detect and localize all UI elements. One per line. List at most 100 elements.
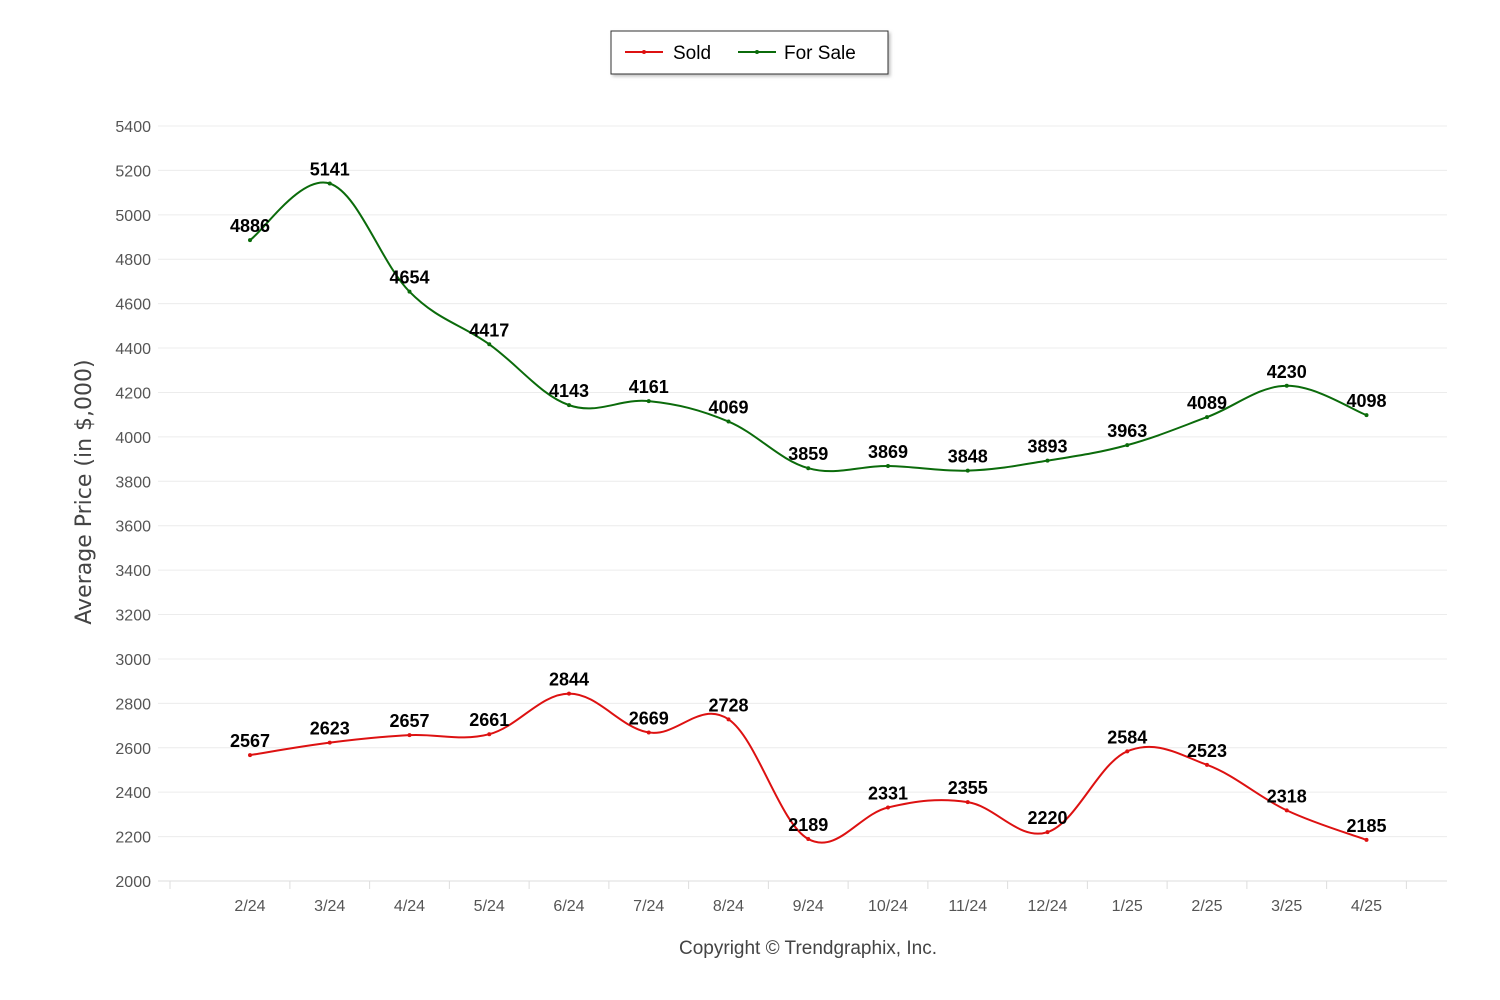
point-sold-10-24 xyxy=(886,805,890,810)
y-tick-2000: 2000 xyxy=(115,874,151,891)
y-tick-5000: 5000 xyxy=(115,208,151,225)
series-lines xyxy=(248,181,1369,844)
x-tick-3-25: 3/25 xyxy=(1271,898,1302,915)
point-sold-9-24 xyxy=(806,837,811,842)
y-tick-2600: 2600 xyxy=(115,741,151,758)
point-sold-2-24 xyxy=(248,753,252,758)
data-label-sold-3-25: 2318 xyxy=(1267,786,1307,806)
data-label-sold-5-24: 2661 xyxy=(469,710,509,730)
y-tick-3600: 3600 xyxy=(115,519,151,536)
y-tick-4200: 4200 xyxy=(115,385,151,402)
data-label-for-sale-4-24: 4654 xyxy=(389,268,429,288)
point-for-sale-10-24 xyxy=(886,463,890,468)
point-sold-1-25 xyxy=(1125,749,1130,754)
y-tick-3000: 3000 xyxy=(115,652,151,669)
data-label-for-sale-2-24: 4886 xyxy=(230,216,270,236)
data-label-sold-11-24: 2355 xyxy=(948,778,988,798)
point-for-sale-2-25 xyxy=(1205,415,1209,420)
data-label-for-sale-10-24: 3869 xyxy=(868,442,908,462)
data-label-sold-2-24: 2567 xyxy=(230,731,270,751)
x-axis-ticks: 2/24 3/24 4/24 5/24 6/24 7/24 8/24 9/24 10/24 11/… xyxy=(169,881,1407,915)
x-tick-1-25: 1/25 xyxy=(1112,898,1143,915)
data-label-sold-7-24: 2669 xyxy=(629,708,669,728)
data-label-sold-6-24: 2844 xyxy=(549,670,589,690)
gridlines xyxy=(158,125,1447,882)
point-sold-12-24 xyxy=(1045,830,1050,835)
point-for-sale-7-24 xyxy=(646,399,651,404)
y-tick-5200: 5200 xyxy=(115,163,151,180)
legend-marker-for-sale xyxy=(755,50,759,54)
point-sold-11-24 xyxy=(965,800,970,805)
data-label-for-sale-7-24: 4161 xyxy=(629,377,669,397)
data-label-sold-3-24: 2623 xyxy=(310,719,350,739)
legend: Sold For Sale xyxy=(610,30,889,75)
data-label-for-sale-5-24: 4417 xyxy=(469,320,509,340)
data-label-for-sale-11-24: 3848 xyxy=(948,447,988,467)
data-label-sold-8-24: 2728 xyxy=(708,695,748,715)
x-tick-12-24: 12/24 xyxy=(1027,898,1067,915)
legend-label-sold: Sold xyxy=(673,43,711,64)
data-label-sold-4-25: 2185 xyxy=(1346,816,1386,836)
x-tick-9-24: 9/24 xyxy=(793,898,824,915)
point-sold-6-24 xyxy=(567,691,571,696)
x-tick-5-24: 5/24 xyxy=(474,898,505,915)
point-for-sale-8-24 xyxy=(726,419,731,424)
data-label-sold-12-24: 2220 xyxy=(1027,808,1067,828)
x-tick-4-25: 4/25 xyxy=(1351,898,1382,915)
point-for-sale-4-24 xyxy=(407,289,412,294)
x-tick-3-24: 3/24 xyxy=(314,898,345,915)
data-label-for-sale-3-25: 4230 xyxy=(1267,362,1307,382)
point-for-sale-1-25 xyxy=(1125,443,1130,448)
point-for-sale-12-24 xyxy=(1045,458,1050,463)
point-for-sale-2-24 xyxy=(248,238,252,243)
data-label-for-sale-12-24: 3893 xyxy=(1027,437,1067,457)
point-sold-2-25 xyxy=(1205,762,1209,767)
data-label-for-sale-6-24: 4143 xyxy=(549,381,589,401)
copyright-footer: Copyright © Trendgraphix, Inc. xyxy=(679,938,937,959)
point-for-sale-6-24 xyxy=(567,403,571,408)
x-tick-2-25: 2/25 xyxy=(1191,898,1222,915)
point-sold-3-24 xyxy=(327,740,332,745)
point-for-sale-3-24 xyxy=(327,181,332,186)
data-label-for-sale-3-24: 5141 xyxy=(310,160,350,180)
x-tick-6-24: 6/24 xyxy=(553,898,584,915)
data-label-for-sale-1-25: 3963 xyxy=(1107,421,1147,441)
y-tick-2800: 2800 xyxy=(115,696,151,713)
y-tick-5400: 5400 xyxy=(115,119,151,136)
point-sold-4-25 xyxy=(1364,837,1369,842)
y-tick-4000: 4000 xyxy=(115,430,151,447)
series-line-for-sale xyxy=(249,181,1367,473)
y-tick-3800: 3800 xyxy=(115,474,151,491)
x-tick-2-24: 2/24 xyxy=(234,898,265,915)
data-label-sold-10-24: 2331 xyxy=(868,783,908,803)
point-for-sale-3-25 xyxy=(1284,383,1289,388)
data-label-sold-4-24: 2657 xyxy=(389,711,429,731)
data-label-for-sale-8-24: 4069 xyxy=(708,398,748,418)
point-sold-3-25 xyxy=(1284,808,1289,813)
y-axis-ticks: 2000 2200 2400 2600 2800 3000 3200 3400 3600 3800… xyxy=(115,119,151,891)
y-tick-3200: 3200 xyxy=(115,608,151,625)
point-for-sale-5-24 xyxy=(487,342,492,347)
y-tick-2400: 2400 xyxy=(115,785,151,802)
data-label-for-sale-4-25: 4098 xyxy=(1346,391,1386,411)
x-tick-10-24: 10/24 xyxy=(868,898,908,915)
y-tick-2200: 2200 xyxy=(115,830,151,847)
point-for-sale-11-24 xyxy=(965,468,970,473)
data-labels: 2567 2623 2657 2661 2844 2669 2728 2189 2331 2355… xyxy=(230,160,1387,836)
point-sold-4-24 xyxy=(407,733,412,738)
point-sold-8-24 xyxy=(726,717,731,722)
data-label-for-sale-2-25: 4089 xyxy=(1187,393,1227,413)
point-sold-7-24 xyxy=(646,730,651,735)
y-axis-label: Average Price (in $,000) xyxy=(72,359,97,624)
point-for-sale-4-25 xyxy=(1364,413,1369,418)
x-tick-11-24: 11/24 xyxy=(948,898,987,915)
point-sold-5-24 xyxy=(487,732,492,737)
x-tick-4-24: 4/24 xyxy=(394,898,425,915)
y-tick-4400: 4400 xyxy=(115,341,151,358)
x-tick-8-24: 8/24 xyxy=(713,898,744,915)
x-tick-7-24: 7/24 xyxy=(633,898,664,915)
data-label-for-sale-9-24: 3859 xyxy=(788,444,828,464)
y-tick-3400: 3400 xyxy=(115,563,151,580)
data-label-sold-1-25: 2584 xyxy=(1107,727,1147,747)
